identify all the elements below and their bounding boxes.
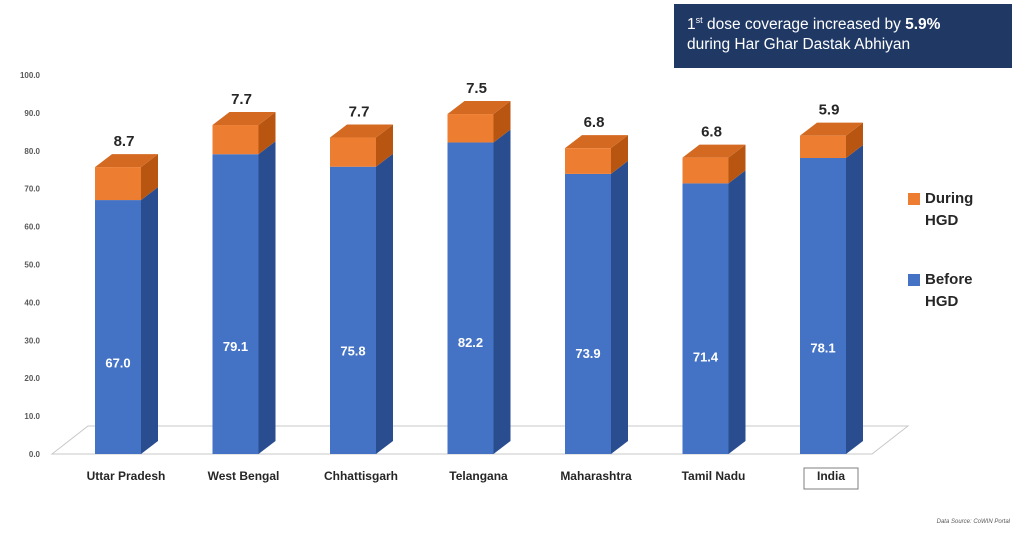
bar-during-side (258, 112, 276, 155)
bar-before-side (846, 145, 863, 454)
bar-during-side (611, 135, 628, 174)
x-category-label: Maharashtra (560, 469, 632, 483)
label-during-value: 7.7 (231, 91, 252, 108)
y-tick-label: 10.0 (24, 412, 40, 421)
bar-top (682, 144, 746, 158)
label-before-value: 73.9 (575, 346, 600, 361)
bar-top (800, 122, 863, 136)
x-category-label: Chhattisgarh (324, 469, 398, 483)
bar-group (565, 135, 628, 454)
label-before-value: 78.1 (810, 340, 835, 355)
y-tick-label: 60.0 (24, 223, 40, 232)
bar-top (212, 112, 276, 126)
y-tick-label: 80.0 (24, 147, 40, 156)
y-tick-label: 0.0 (29, 450, 41, 459)
highlight-box (803, 467, 859, 490)
bar-before-hgd (800, 158, 846, 454)
bar-during-hgd (212, 125, 259, 155)
x-category-label: Uttar Pradesh (87, 469, 166, 483)
bar-top (565, 135, 628, 149)
bar-during-hgd (565, 148, 611, 174)
label-before-value: 75.8 (340, 344, 365, 359)
label-during-value: 8.7 (114, 133, 135, 150)
bar-during-side (846, 122, 863, 159)
bar-before-side (141, 187, 158, 454)
label-before-value: 82.2 (458, 335, 483, 350)
bar-during-hgd (330, 137, 376, 167)
label-during-value: 6.8 (701, 124, 722, 141)
bar-before-hgd (212, 154, 259, 454)
bar-during-side (728, 144, 746, 184)
bar-group (682, 144, 746, 455)
bar-before-side (611, 160, 628, 454)
bar-before-side (376, 153, 393, 454)
legend-swatch-before (908, 274, 920, 286)
bar-group (212, 112, 276, 454)
label-during-value: 5.9 (819, 102, 840, 119)
y-tick-label: 50.0 (24, 261, 40, 270)
y-tick-label: 20.0 (24, 374, 40, 383)
x-category-label: Telangana (449, 469, 508, 483)
labels-layer: 67.0 8.7 Uttar Pradesh 79.1 7.7 West Bengal 75… (87, 80, 859, 490)
bars-layer (95, 101, 863, 455)
callout-line-2: during Har Ghar Dastak Abhiyan (687, 36, 911, 53)
bar-before-hgd (447, 142, 494, 454)
label-during-value: 7.7 (349, 104, 370, 121)
label-during-value: 7.5 (466, 80, 487, 97)
bar-group (447, 101, 511, 454)
y-tick-label: 90.0 (24, 109, 40, 118)
bar-during-hgd (95, 167, 141, 201)
y-tick-label: 100.0 (20, 71, 41, 80)
bar-top (330, 124, 393, 138)
legend-swatch-during (908, 193, 920, 205)
label-before-value: 79.1 (223, 339, 248, 354)
legend-label-before: Before HGD (925, 271, 973, 310)
coverage-callout: 1st dose coverage increased by 5.9% duri… (674, 4, 1012, 68)
legend-label-during: During HGD (925, 190, 974, 229)
x-category-label: India (817, 469, 845, 483)
bar-before-hgd (682, 183, 729, 455)
data-source-note: Data Source: CoWIN Portal (936, 519, 1010, 525)
bar-before-side (728, 170, 746, 455)
x-category-label: West Bengal (208, 469, 280, 483)
bar-before-hgd (565, 173, 611, 454)
label-before-value: 67.0 (105, 356, 130, 371)
callout-increase-value: 5.9% (905, 16, 941, 33)
bar-during-side (141, 154, 158, 201)
bar-top (95, 154, 158, 168)
bar-during-side (493, 101, 511, 143)
bar-before-side (493, 129, 511, 454)
callout-line-1: 1st dose coverage increased by 5.9% (687, 15, 941, 34)
y-tick-label: 30.0 (24, 336, 40, 345)
y-tick-label: 70.0 (24, 185, 40, 194)
y-axis: 0.0 10.0 20.0 30.0 40.0 50.0 60.0 70.0 80.0 90.0 1… (20, 71, 41, 459)
y-tick-label: 40.0 (24, 298, 40, 307)
bar-group (95, 154, 158, 454)
bar-during-hgd (447, 114, 494, 143)
bar-before-hgd (330, 166, 376, 454)
bar-during-side (376, 124, 393, 167)
bar-before-side (258, 141, 276, 454)
bar-top (447, 101, 511, 115)
bar-group (800, 122, 863, 454)
x-category-label: Tamil Nadu (682, 469, 746, 483)
label-during-value: 6.8 (584, 114, 605, 131)
bar-group (330, 124, 393, 454)
bar-during-hgd (682, 157, 729, 184)
bar-before-hgd (95, 200, 141, 454)
label-before-value: 71.4 (693, 350, 719, 365)
bar-during-hgd (800, 135, 846, 159)
